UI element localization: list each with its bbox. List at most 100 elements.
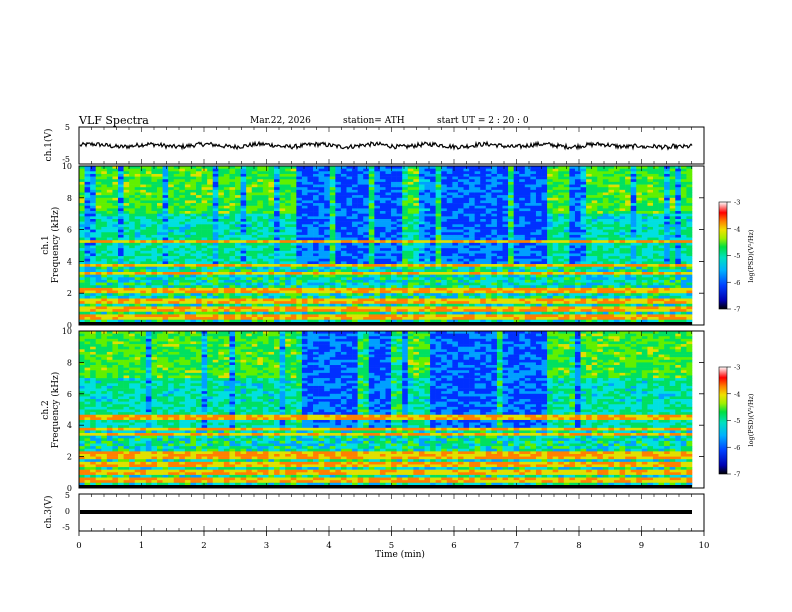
spectrogram-cell (491, 232, 498, 236)
spectrogram-cell (262, 187, 269, 191)
spectrogram-cell (151, 211, 158, 214)
spectrogram-cell (313, 303, 319, 307)
spectrogram-cell (157, 317, 163, 320)
spectrogram-cell (134, 195, 141, 199)
spectrogram-cell (251, 319, 258, 323)
spectrogram-cell (285, 295, 292, 299)
spectrogram-cell (329, 309, 336, 313)
spectrogram-cell (106, 287, 113, 291)
spectrogram-cell (95, 173, 102, 177)
spectrogram-cell (268, 295, 275, 299)
spectrogram-cell (313, 279, 319, 283)
spectrogram-cell (524, 245, 531, 249)
spectrogram-cell (535, 272, 542, 275)
spectrogram-cell (480, 272, 487, 275)
spectrogram-cell (229, 219, 236, 222)
spectrogram-cell (235, 295, 241, 299)
spectrogram-cell (374, 287, 381, 291)
spectrogram-cell (396, 266, 403, 270)
spectrogram-cell (79, 309, 85, 313)
spectrogram-cell (463, 309, 470, 313)
spectrogram-cell (313, 184, 319, 188)
spectrogram-cell (508, 282, 514, 286)
spectrogram-cell (407, 211, 414, 214)
spectrogram-cell (95, 272, 102, 275)
spectrogram-cell (324, 314, 331, 318)
spectrogram-cell (285, 187, 292, 191)
spectrogram-cell (223, 250, 230, 254)
spectrogram-cell (290, 311, 297, 315)
spectrogram-cell (441, 282, 448, 286)
spectrogram-cell (435, 285, 442, 289)
spectrogram-cell (262, 234, 269, 238)
spectrogram-cell (496, 269, 503, 273)
spectrogram-cell (508, 179, 514, 183)
spectrogram-cell (491, 200, 498, 204)
spectrogram-cell (173, 269, 180, 273)
spectrogram-cell (145, 258, 152, 262)
spectrogram-cell (407, 224, 414, 228)
spectrogram-cell (229, 272, 236, 275)
spectrogram-cell (307, 203, 314, 207)
spectrogram-cell (313, 248, 319, 252)
spectrogram-cell (257, 303, 264, 307)
spectrogram-cell (324, 295, 331, 299)
spectrogram-cell (452, 237, 459, 241)
spectrogram-cell (118, 306, 124, 310)
spectrogram-cell (407, 309, 414, 313)
spectrogram-cell (424, 285, 431, 289)
spectrogram-cell (508, 224, 514, 228)
spectrogram-cell (285, 287, 292, 291)
spectrogram-cell (530, 272, 537, 275)
spectrogram-cell (301, 184, 308, 188)
spectrogram-cell (535, 181, 542, 185)
spectrogram-cell (240, 306, 247, 310)
spectrogram-cell (190, 264, 197, 267)
spectrogram-cell (480, 256, 487, 260)
spectrogram-cell (301, 205, 308, 209)
spectrogram-cell (168, 298, 175, 302)
spectrogram-cell (223, 181, 230, 185)
spectrogram-cell (430, 258, 436, 262)
spectrogram-cell (352, 203, 358, 207)
spectrogram-cell (201, 311, 208, 315)
spectrogram-cell (368, 287, 375, 291)
spectrogram-cell (374, 314, 381, 318)
spectrogram-cell (212, 240, 219, 244)
spectrogram-cell (430, 195, 436, 199)
spectrogram-cell (346, 181, 353, 185)
spectrogram-cell (307, 295, 314, 299)
spectrogram-cell (246, 226, 253, 230)
spectrogram-cell (340, 179, 347, 183)
spectrogram-cell (457, 205, 464, 209)
spectrogram-cell (151, 181, 158, 185)
spectrogram-cell (190, 295, 197, 299)
spectrogram-cell (262, 266, 269, 270)
ch1-waveform-trace (79, 140, 693, 151)
spectrogram-cell (123, 242, 130, 246)
spectrogram-cell (296, 171, 303, 175)
spectrogram-cell (524, 232, 531, 236)
spectrogram-cell (430, 237, 436, 241)
spectrogram-cell (257, 258, 264, 262)
spectrogram-cell (446, 256, 453, 260)
spectrogram-cell (179, 200, 186, 204)
spectrogram-cell (112, 168, 119, 172)
spectrogram-cell (212, 306, 219, 310)
spectrogram-cell (229, 224, 236, 228)
spectrogram-cell (157, 285, 163, 289)
spectrogram-cell (407, 306, 414, 310)
spectrogram-cell (324, 258, 331, 262)
spectrogram-cell (274, 168, 280, 172)
spectrogram-cell (418, 192, 425, 196)
spectrogram-cell (418, 290, 425, 294)
spectrogram-cell (307, 232, 314, 236)
spectrogram-cell (430, 211, 436, 214)
spectrogram-cell (162, 258, 169, 262)
spectrogram-cell (385, 171, 392, 175)
spectrogram-cell (168, 290, 175, 294)
spectrogram-cell (435, 248, 442, 252)
spectrogram-cell (157, 253, 163, 257)
spectrogram-cell (446, 234, 453, 238)
spectrogram-cell (430, 279, 436, 283)
